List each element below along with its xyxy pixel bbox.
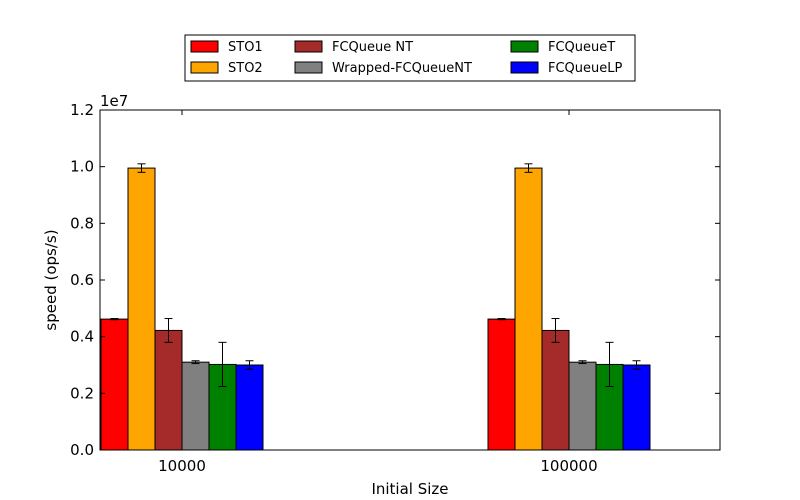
legend-item-sto2: STO2 <box>190 61 263 76</box>
bar-fcqueuelp-10000 <box>235 364 264 451</box>
error-bar <box>551 318 560 343</box>
y-tick-label: 0.4 <box>70 328 94 346</box>
legend-item-fcqueuelp: FCQueueLP <box>510 61 623 76</box>
y-axis-title: speed (ops/s) <box>42 229 60 330</box>
legend-swatch <box>294 61 323 74</box>
legend: STO1 STO2 FCQueue NT Wrapped-FCQueueNT FCQue… <box>184 34 636 82</box>
y-tick-label: 0.8 <box>70 214 94 232</box>
y-ticks: 0.0 0.2 0.4 0.6 0.8 1.0 1.2 <box>70 101 720 459</box>
bar-wrapped-fcqueuent-10000 <box>181 361 210 451</box>
error-bar <box>164 318 173 343</box>
bar-sto1-10000 <box>100 318 129 451</box>
error-bars-layer <box>110 163 641 388</box>
y-tick-label: 0.6 <box>70 271 94 289</box>
bar-wrapped-fcqueuent-100000 <box>568 361 597 451</box>
y-multiplier-label: 1e7 <box>100 92 128 110</box>
x-tick-label: 100000 <box>540 457 597 475</box>
y-tick-label: 1.0 <box>70 158 94 176</box>
error-bar <box>605 341 614 388</box>
legend-frame <box>184 34 636 82</box>
legend-swatch <box>190 61 219 74</box>
error-bar <box>578 360 587 365</box>
bars-layer <box>100 167 651 451</box>
error-bar <box>524 163 533 173</box>
error-bar <box>110 318 119 321</box>
legend-label: FCQueue NT <box>332 40 413 55</box>
legend-label: Wrapped-FCQueueNT <box>332 61 472 76</box>
legend-swatch <box>294 40 323 53</box>
legend-swatch <box>510 40 539 53</box>
x-ticks: 10000 100000 <box>158 110 598 475</box>
legend-item-fcqueue-nt: FCQueue NT <box>294 40 413 55</box>
x-axis-title: Initial Size <box>371 480 448 498</box>
bar-fcqueuelp-100000 <box>622 364 651 451</box>
legend-label: FCQueueT <box>548 40 615 55</box>
x-tick-label: 10000 <box>158 457 206 475</box>
error-bar <box>191 360 200 365</box>
legend-label: FCQueueLP <box>548 61 623 76</box>
legend-item-sto1: STO1 <box>190 40 263 55</box>
legend-item-fcqueuet: FCQueueT <box>510 40 615 55</box>
error-bar <box>632 360 641 370</box>
legend-items: STO1 STO2 FCQueue NT Wrapped-FCQueueNT FCQue… <box>190 40 623 76</box>
y-tick-label: 0.0 <box>70 441 94 459</box>
legend-label: STO1 <box>228 40 263 55</box>
error-bar <box>137 163 146 173</box>
bar-sto2-100000 <box>514 167 543 451</box>
legend-swatch <box>510 61 539 74</box>
bar-fcqueue-nt-100000 <box>541 329 570 451</box>
bar-sto2-10000 <box>127 167 156 451</box>
legend-label: STO2 <box>228 61 263 76</box>
error-bar <box>245 360 254 370</box>
error-bar <box>218 341 227 388</box>
bar-fcqueue-nt-10000 <box>154 329 183 451</box>
legend-swatch <box>190 40 219 53</box>
y-tick-label: 0.2 <box>70 384 94 402</box>
error-bar <box>497 318 506 321</box>
legend-item-wrapped-fcqueuent: Wrapped-FCQueueNT <box>294 61 472 76</box>
y-tick-label: 1.2 <box>70 101 94 119</box>
bar-sto1-100000 <box>487 318 516 451</box>
